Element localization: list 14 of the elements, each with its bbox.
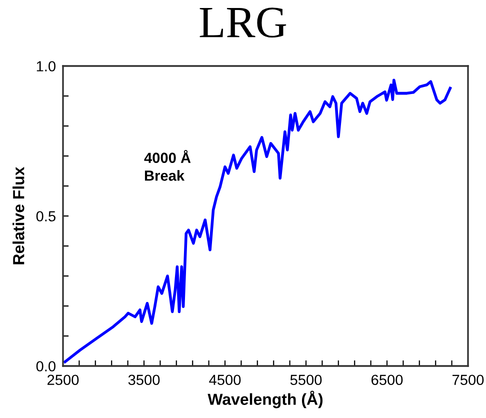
- x-tick-label: 4500: [209, 374, 241, 386]
- x-axis-title: Wavelength (Å): [208, 390, 323, 408]
- y-tick-label: 0.5: [36, 211, 56, 222]
- x-tick-label: 5500: [290, 374, 322, 386]
- line-series: [64, 78, 452, 364]
- chart-title: LRG: [200, 8, 286, 38]
- x-tick-label: 3500: [128, 374, 160, 386]
- y-axis-title: Relative Flux: [12, 166, 24, 264]
- x-tick-label: 6500: [372, 374, 403, 386]
- y-tick-label: 1.0: [36, 61, 56, 72]
- x-tick-label: 7500: [452, 374, 484, 386]
- y-tick-label: 0.0: [36, 361, 56, 372]
- x-tick-label: 2500: [48, 374, 79, 386]
- annotation: 4000 Å Break: [144, 150, 191, 181]
